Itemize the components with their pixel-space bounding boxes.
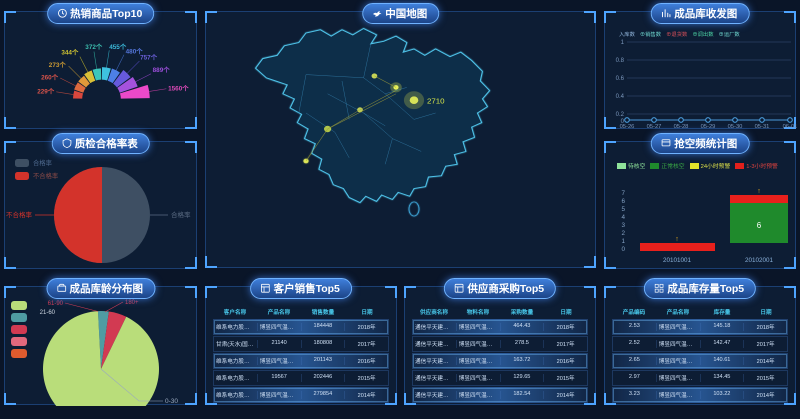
svg-text:1: 1 [621, 238, 625, 245]
svg-text:372个: 372个 [85, 42, 103, 51]
svg-text:05-30: 05-30 [728, 124, 743, 130]
svg-text:↑: ↑ [757, 188, 761, 195]
svg-text:0.8: 0.8 [616, 58, 625, 64]
svg-text:61-90: 61-90 [48, 301, 64, 307]
svg-text:2: 2 [621, 230, 625, 237]
svg-text:0: 0 [621, 246, 625, 253]
svg-text:6: 6 [757, 221, 762, 230]
svg-text:0.4: 0.4 [616, 94, 625, 100]
svg-text:1560个: 1560个 [168, 83, 189, 92]
svg-text:273个: 273个 [49, 60, 67, 69]
svg-text:5: 5 [621, 206, 625, 213]
svg-text:4: 4 [621, 214, 625, 221]
svg-text:6: 6 [621, 198, 625, 205]
svg-text:05-29: 05-29 [701, 124, 716, 130]
svg-text:05-26: 05-26 [620, 124, 635, 130]
svg-text:0.2: 0.2 [616, 112, 625, 118]
svg-text:合格率: 合格率 [171, 210, 191, 219]
svg-text:2710: 2710 [427, 97, 445, 105]
svg-text:21-60: 21-60 [40, 310, 56, 316]
svg-text:1: 1 [621, 40, 625, 46]
svg-text:05-31: 05-31 [755, 124, 770, 130]
svg-text:不合格率: 不合格率 [6, 210, 33, 219]
svg-text:0.6: 0.6 [616, 76, 625, 82]
svg-text:06-01: 06-01 [783, 124, 797, 130]
svg-text:20102001: 20102001 [745, 257, 774, 264]
svg-text:889个: 889个 [153, 65, 171, 74]
svg-text:05-28: 05-28 [674, 124, 689, 130]
svg-text:757个: 757个 [140, 52, 158, 61]
svg-text:3: 3 [621, 222, 625, 229]
svg-text:0-30: 0-30 [165, 398, 178, 405]
svg-text:20101001: 20101001 [663, 257, 692, 264]
svg-text:229个: 229个 [37, 87, 55, 96]
svg-text:260个: 260个 [41, 73, 59, 82]
svg-text:180+: 180+ [125, 300, 139, 306]
svg-text:05-27: 05-27 [647, 124, 662, 130]
svg-text:344个: 344个 [61, 48, 79, 57]
svg-text:↑: ↑ [675, 236, 679, 243]
svg-text:7: 7 [621, 190, 625, 197]
svg-text:455个: 455个 [109, 42, 127, 51]
